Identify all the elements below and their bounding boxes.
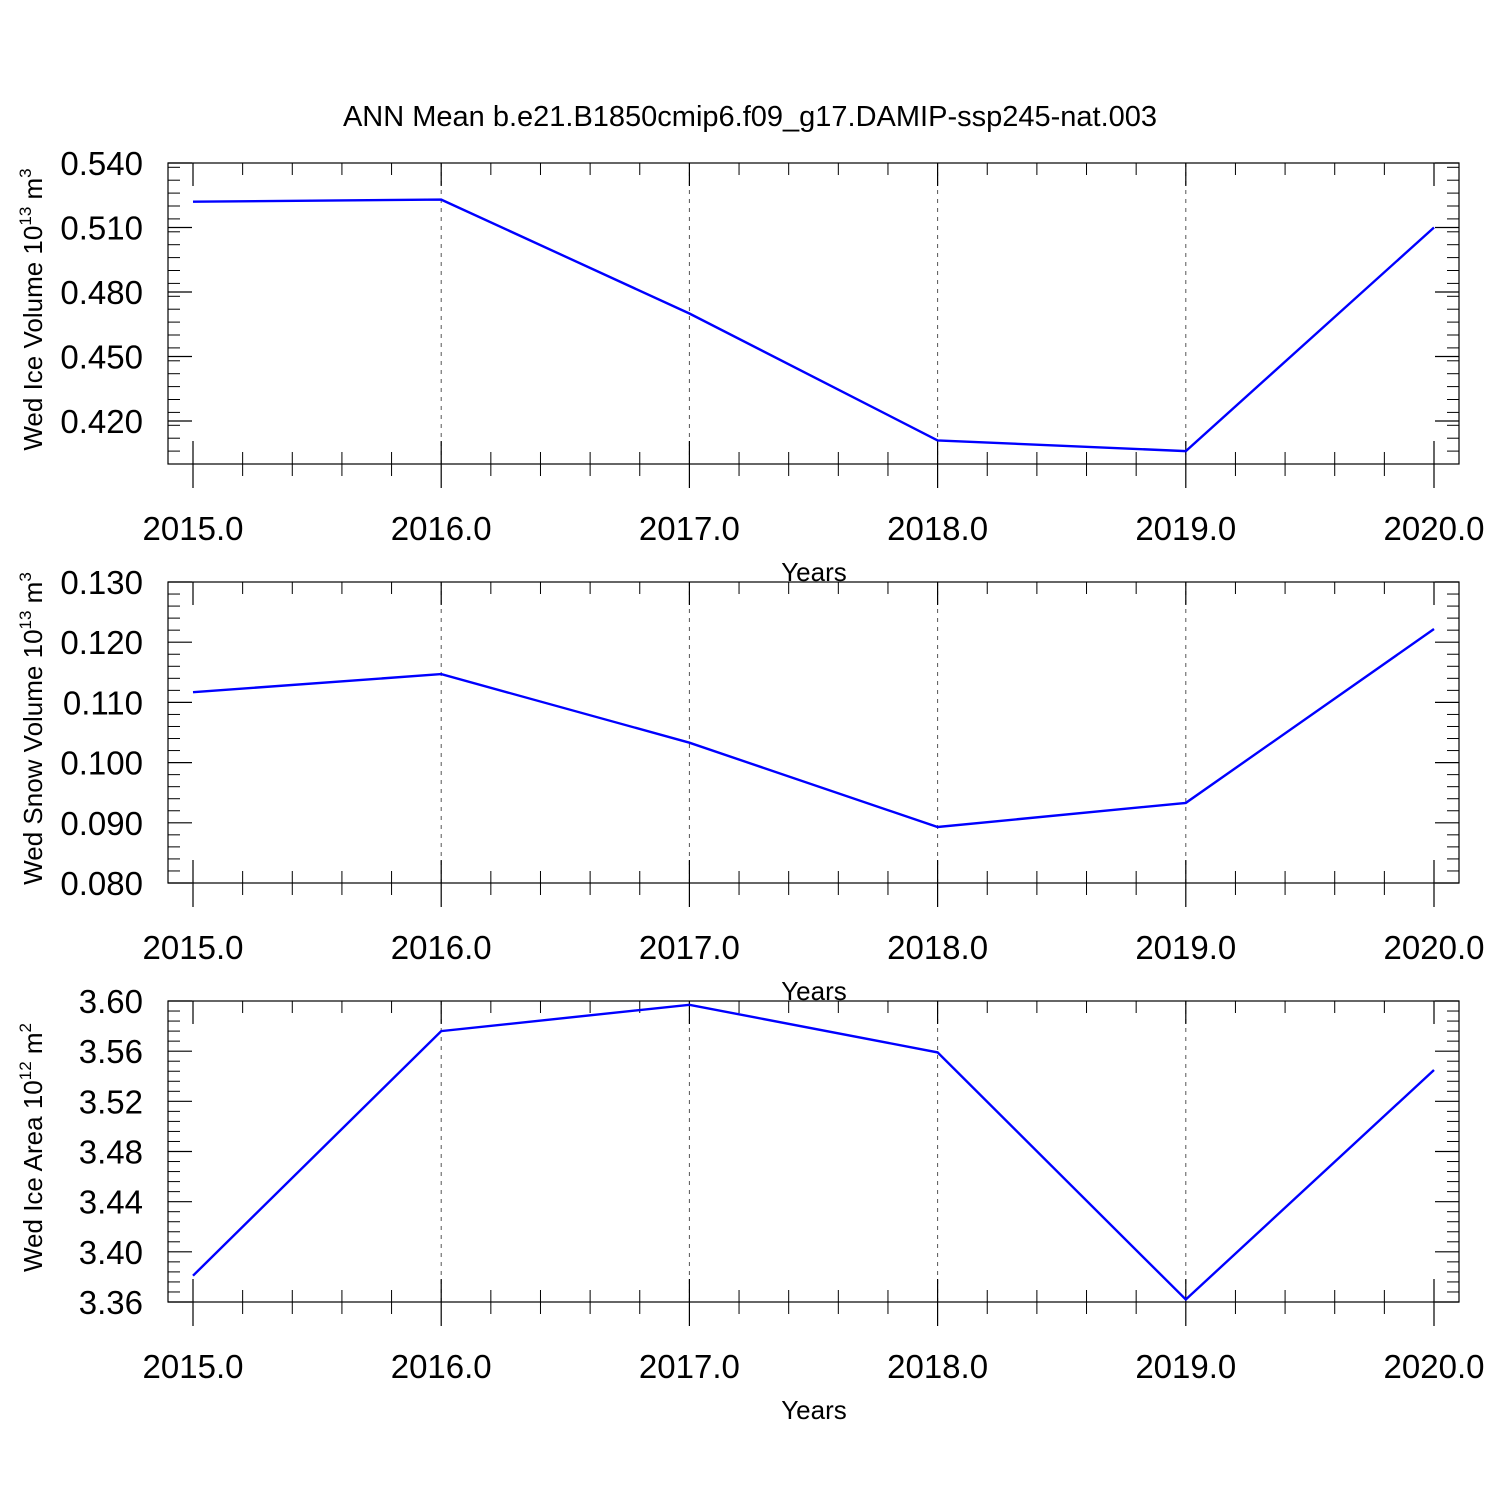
y-tick-label: 0.420 [60, 403, 143, 440]
y-axis-label-text: Wed Snow Volume 10 [18, 629, 48, 884]
x-tick-label: 2018.0 [887, 929, 988, 966]
y-tick-label: 0.080 [60, 865, 143, 902]
x-tick-label: 2017.0 [639, 929, 740, 966]
y-tick-label: 3.40 [79, 1234, 143, 1271]
y-axis-label: Wed Ice Area 1012 m2 [16, 1023, 48, 1272]
y-tick-label: 0.480 [60, 274, 143, 311]
series-line [192, 628, 1435, 829]
x-tick-label: 2020.0 [1384, 929, 1485, 966]
y-tick-label: 0.450 [60, 339, 143, 376]
x-tick-label: 2020.0 [1384, 1348, 1485, 1385]
chart-panel-3: 3.36 3.40 3.44 3.48 3.52 3.56 3.60 2015.0 2016.0… [16, 983, 1484, 1425]
y-axis-label-superscript: 13 [16, 207, 35, 226]
x-tick-label: 2016.0 [391, 1348, 492, 1385]
x-tick-label: 2015.0 [143, 510, 244, 547]
y-tick-label: 3.60 [79, 983, 143, 1020]
y-tick-label: 3.44 [79, 1184, 143, 1221]
x-tick-label: 2019.0 [1135, 929, 1236, 966]
y-tick-label: 0.120 [60, 624, 143, 661]
x-axis-label: Years [781, 1395, 847, 1425]
y-tick-label: 0.510 [60, 210, 143, 247]
plot-frame [167, 162, 1460, 465]
y-axis-label-superscript: 3 [16, 168, 35, 177]
y-axis-label: Wed Ice Volume 1013 m3 [16, 168, 48, 450]
x-tick-label: 2015.0 [143, 1348, 244, 1385]
x-tick-label: 2018.0 [887, 1348, 988, 1385]
x-tick-label: 2019.0 [1135, 510, 1236, 547]
plot-frame [167, 581, 1460, 884]
y-tick-label: 3.36 [79, 1284, 143, 1321]
x-tick-label: 2020.0 [1384, 510, 1485, 547]
y-axis-label-text: m [18, 178, 48, 207]
y-axis-label: Wed Snow Volume 1013 m3 [16, 572, 48, 885]
y-tick-label: 3.52 [79, 1083, 143, 1120]
y-axis-label-text: m [18, 582, 48, 611]
y-tick-label: 0.540 [60, 145, 143, 182]
x-tick-label: 2015.0 [143, 929, 244, 966]
y-axis-label-text: Wed Ice Area 10 [18, 1080, 48, 1272]
x-tick-label: 2016.0 [391, 929, 492, 966]
y-axis-label-superscript: 12 [16, 1061, 35, 1080]
y-tick-label: 0.130 [60, 564, 143, 601]
y-tick-label: 0.100 [60, 745, 143, 782]
y-axis-label-superscript: 13 [16, 611, 35, 630]
y-tick-label: 0.110 [63, 684, 143, 721]
chart-panel-2: 0.080 0.090 0.100 0.110 0.120 0.130 2015.0 2016… [16, 564, 1484, 1006]
y-tick-label: 0.090 [60, 805, 143, 842]
x-tick-label: 2017.0 [639, 510, 740, 547]
series-line [192, 198, 1435, 453]
x-tick-label: 2017.0 [639, 1348, 740, 1385]
chart-panel-1: 0.420 0.450 0.480 0.510 0.540 2015.0 2016.0 201… [16, 145, 1484, 587]
y-tick-label: 3.56 [79, 1033, 143, 1070]
figure-title: ANN Mean b.e21.B1850cmip6.f09_g17.DAMIP-… [343, 101, 1157, 133]
y-tick-label: 3.48 [79, 1134, 143, 1171]
x-tick-label: 2018.0 [887, 510, 988, 547]
y-axis-label-superscript: 2 [16, 1023, 35, 1032]
plot-frame [167, 1000, 1460, 1303]
y-axis-label-superscript: 3 [16, 572, 35, 581]
x-tick-label: 2019.0 [1135, 1348, 1236, 1385]
x-tick-label: 2016.0 [391, 510, 492, 547]
series-line [192, 1003, 1435, 1302]
y-axis-label-text: m [18, 1032, 48, 1061]
y-axis-label-text: Wed Ice Volume 10 [18, 226, 48, 451]
